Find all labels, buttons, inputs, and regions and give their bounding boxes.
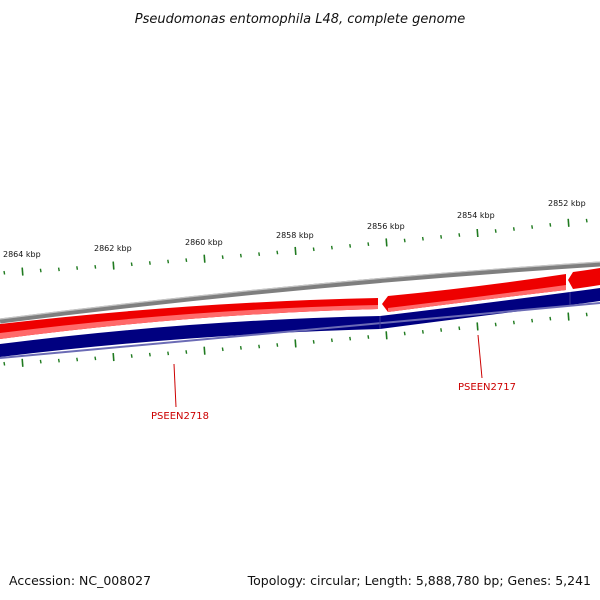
- minor-tick: [440, 328, 443, 332]
- minor-tick: [94, 356, 97, 361]
- minor-tick: [330, 245, 333, 250]
- minor-tick: [367, 242, 370, 247]
- minor-tick: [312, 339, 315, 344]
- minor-tick: [349, 243, 352, 248]
- scale-label: 2852 kbp: [548, 199, 586, 208]
- minor-tick: [276, 250, 279, 255]
- major-tick: [567, 218, 570, 227]
- scale-label: 2862 kbp: [94, 244, 132, 253]
- outer-tick-marks: [3, 218, 588, 276]
- minor-tick: [494, 322, 497, 327]
- minor-tick: [130, 354, 133, 358]
- reverse-gene-pseen2718[interactable]: [0, 316, 380, 357]
- reverse-strand-track: [0, 288, 600, 359]
- scale-label: 2864 kbp: [3, 250, 41, 259]
- minor-tick: [258, 344, 261, 349]
- accession-text: Accession: NC_008027: [9, 573, 152, 588]
- minor-tick: [39, 268, 42, 273]
- minor-tick: [549, 316, 552, 321]
- minor-tick: [57, 358, 60, 363]
- major-tick: [476, 228, 479, 238]
- major-tick: [567, 312, 570, 321]
- major-tick: [203, 254, 206, 263]
- major-tick: [385, 238, 388, 247]
- scale-labels: 2864 kbp 2862 kbp 2860 kbp 2858 kbp 2856…: [3, 199, 586, 259]
- minor-tick: [148, 352, 151, 357]
- minor-tick: [276, 343, 279, 347]
- gene-label-pseen2717[interactable]: PSEEN2717: [458, 382, 516, 393]
- major-tick: [385, 331, 388, 340]
- minor-tick: [239, 253, 242, 258]
- genome-backbone-highlight: [0, 261, 600, 320]
- reverse-strand-edge: [0, 302, 600, 359]
- inner-tick-marks: [3, 312, 588, 367]
- genome-title: Pseudomonas entomophila L48, complete ge…: [135, 12, 466, 27]
- forward-gene-arrow-shade: [388, 285, 566, 312]
- minor-tick: [349, 336, 352, 341]
- gene-label-pseen2717-group: PSEEN2717: [458, 334, 516, 393]
- gene-label-pseen2718[interactable]: PSEEN2718: [151, 411, 209, 422]
- minor-tick: [585, 312, 588, 317]
- gene-label-leader: [173, 363, 177, 408]
- scale-label: 2854 kbp: [457, 211, 495, 220]
- minor-tick: [458, 326, 461, 331]
- scale-label: 2860 kbp: [185, 238, 223, 247]
- gene-label-pseen2718-group: PSEEN2718: [151, 363, 209, 422]
- major-tick: [21, 358, 24, 367]
- minor-tick: [531, 225, 534, 229]
- forward-gene-arrow[interactable]: [382, 274, 566, 312]
- minor-tick: [221, 255, 224, 260]
- minor-tick: [167, 259, 170, 264]
- minor-tick: [421, 329, 424, 334]
- minor-tick: [494, 229, 497, 233]
- minor-tick: [221, 347, 224, 352]
- major-tick: [112, 353, 115, 362]
- scale-label: 2856 kbp: [367, 222, 405, 231]
- minor-tick: [421, 236, 424, 241]
- minor-tick: [531, 318, 534, 323]
- major-tick: [21, 267, 24, 276]
- minor-tick: [367, 335, 370, 339]
- minor-tick: [148, 261, 151, 265]
- minor-tick: [167, 351, 170, 356]
- minor-tick: [57, 267, 60, 272]
- minor-tick: [512, 227, 515, 231]
- minor-tick: [549, 222, 552, 227]
- minor-tick: [585, 218, 588, 223]
- major-tick: [476, 322, 479, 331]
- minor-tick: [239, 345, 242, 350]
- minor-tick: [512, 320, 515, 325]
- minor-tick: [403, 238, 406, 243]
- major-tick: [294, 246, 297, 255]
- minor-tick: [130, 262, 133, 267]
- minor-tick: [403, 331, 406, 336]
- topology-text: Topology: circular; Length: 5,888,780 bp…: [247, 573, 591, 588]
- major-tick: [294, 339, 297, 348]
- minor-tick: [185, 258, 188, 263]
- minor-tick: [330, 338, 333, 343]
- major-tick: [112, 261, 115, 270]
- minor-tick: [458, 233, 461, 237]
- reverse-gene-partial[interactable]: [570, 288, 600, 305]
- minor-tick: [440, 234, 443, 239]
- forward-strand-track: [0, 268, 600, 339]
- minor-tick: [76, 357, 79, 362]
- scale-label: 2858 kbp: [276, 231, 314, 240]
- minor-tick: [94, 264, 97, 269]
- minor-tick: [39, 359, 42, 364]
- minor-tick: [185, 350, 188, 354]
- minor-tick: [312, 247, 315, 252]
- forward-gene-pseen2718-shade: [0, 305, 378, 339]
- forward-gene-partial[interactable]: [568, 268, 600, 289]
- genome-backbone: [0, 261, 600, 324]
- gene-label-leader: [477, 334, 483, 379]
- minor-tick: [3, 361, 6, 366]
- minor-tick: [3, 270, 6, 275]
- minor-tick: [258, 252, 261, 257]
- major-tick: [203, 346, 206, 355]
- minor-tick: [76, 266, 79, 270]
